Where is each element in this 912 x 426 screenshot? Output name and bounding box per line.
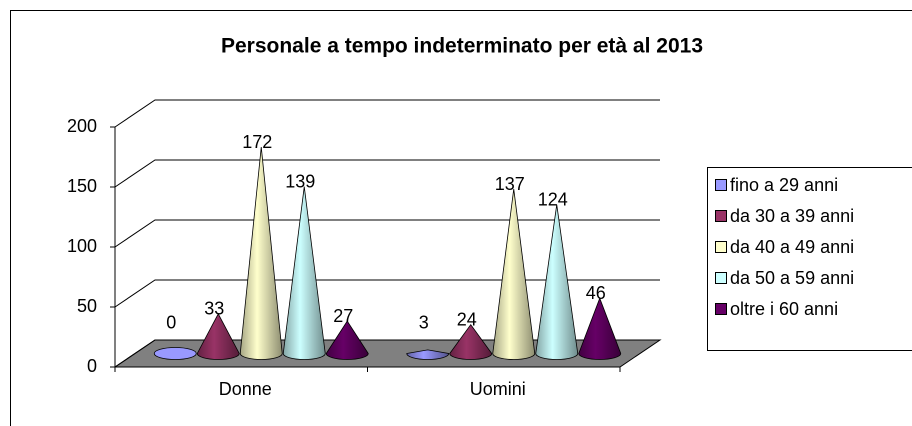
data-label: 3 <box>419 312 429 332</box>
cone <box>449 324 493 360</box>
cone-shade <box>492 189 535 360</box>
grid-line <box>114 219 660 248</box>
y-tick-label: 100 <box>67 236 97 256</box>
cone-shade <box>326 321 369 360</box>
chart-title: Personale a tempo indeterminato per età … <box>221 35 703 58</box>
legend-swatch <box>715 303 727 315</box>
legend-swatch <box>715 272 727 284</box>
cone-shade <box>283 186 326 360</box>
data-label: 137 <box>495 174 525 194</box>
cone-shade <box>197 313 240 360</box>
cone-shade <box>578 298 621 360</box>
data-label: 24 <box>457 309 477 329</box>
grid-line <box>114 99 660 128</box>
y-tick-label: 150 <box>67 176 97 196</box>
grid-line <box>114 159 660 188</box>
grid-line <box>114 279 660 308</box>
y-tick-label: 50 <box>77 296 97 316</box>
legend-label: da 30 a 39 anni <box>730 206 854 226</box>
cone-shade <box>449 324 492 360</box>
legend-swatch <box>715 210 727 222</box>
cone <box>196 313 240 360</box>
legend-box <box>707 167 912 351</box>
cone <box>282 186 326 360</box>
legend-label: oltre i 60 anni <box>730 299 838 319</box>
y-tick-label: 200 <box>67 116 97 136</box>
data-label: 27 <box>333 306 353 326</box>
cone <box>535 204 579 360</box>
floor <box>113 339 662 368</box>
legend-label: fino a 29 anni <box>730 175 838 195</box>
legend-swatch <box>715 179 727 191</box>
data-label: 139 <box>285 171 315 191</box>
data-label: 172 <box>242 132 272 152</box>
data-label: 0 <box>166 312 176 332</box>
grid-line <box>114 339 660 368</box>
cone <box>239 147 283 360</box>
legend-label: da 40 a 49 anni <box>730 237 854 257</box>
data-label: 124 <box>538 189 568 209</box>
cone <box>406 349 450 360</box>
cone <box>325 320 369 360</box>
cone <box>153 347 197 360</box>
cone-shade <box>406 349 449 360</box>
cone <box>492 189 536 360</box>
cone-base <box>153 347 197 360</box>
x-tick-label: Uomini <box>470 379 526 399</box>
cone <box>578 297 622 360</box>
cone-shade <box>240 147 283 360</box>
data-label: 33 <box>204 299 224 319</box>
legend-label: da 50 a 59 anni <box>730 268 854 288</box>
legend-swatch <box>715 241 727 253</box>
data-label: 46 <box>586 283 606 303</box>
y-tick-label: 0 <box>87 356 97 376</box>
cone-shade <box>535 204 578 360</box>
x-tick-label: Donne <box>219 379 272 399</box>
